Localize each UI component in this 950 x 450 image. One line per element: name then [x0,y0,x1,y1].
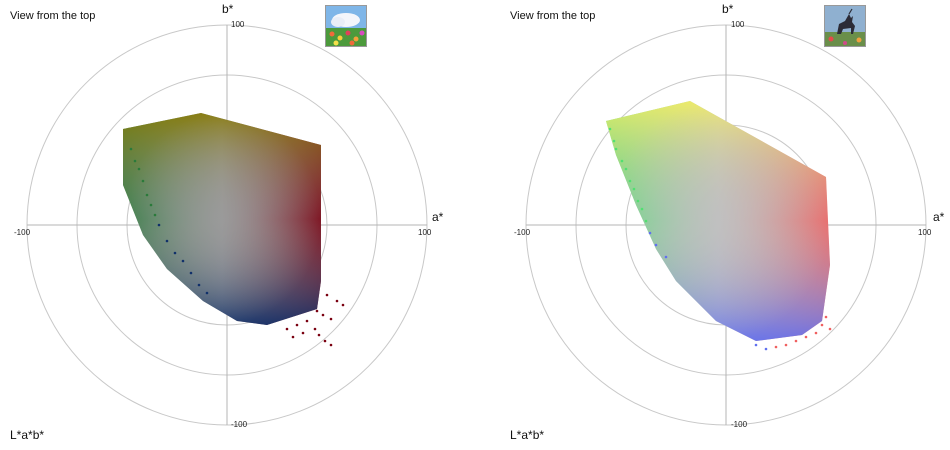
scatter-point [644,219,648,223]
scatter-point [329,343,333,347]
scatter-point [153,213,157,217]
scatter-point [754,343,758,347]
scatter-point [624,167,628,171]
color-space-label: L*a*b* [10,428,45,442]
tick-ymax: 100 [231,20,245,29]
scatter-point [323,339,327,343]
tick-ymin: -100 [731,420,748,429]
scatter-point [764,347,768,351]
scatter-point [654,243,658,247]
axis-label-a: a* [432,210,444,224]
scatter-point [181,259,185,263]
scatter-point [189,271,193,275]
scatter-point [828,327,832,331]
tick-xmax: 100 [418,228,432,237]
scatter-point [612,139,616,143]
scatter-point [804,335,808,339]
scatter-point [317,333,321,337]
scatter-point [608,127,612,131]
scatter-point [636,199,640,203]
scatter-point [335,299,339,303]
scatter-point [197,283,201,287]
scatter-point [774,345,778,349]
tick-ymax: 100 [731,20,745,29]
scatter-point [295,323,299,327]
tick-xmin: -100 [514,228,531,237]
panel-left: View from the top L*a*b* b* a* 100 -100 … [10,2,444,442]
scatter-point [157,223,161,227]
scatter-point [664,255,668,259]
tick-xmin: -100 [14,228,31,237]
scatter-point [620,159,624,163]
axis-label-b: b* [222,2,234,16]
panel-title: View from the top [10,10,96,22]
scatter-point [145,193,149,197]
scatter-point [149,203,153,207]
scatter-point [628,179,632,183]
scatter-point [640,207,644,211]
color-space-label: L*a*b* [510,428,545,442]
scatter-point [784,343,788,347]
scatter-point [129,147,133,151]
gamut-region-layer [123,113,321,325]
scatter-point [329,317,333,321]
tick-ymin: -100 [231,420,248,429]
scatter-point [305,319,309,323]
scatter-point [632,187,636,191]
scatter-point [301,331,305,335]
scatter-point [133,159,137,163]
scatter-point [814,331,818,335]
gamut-region-layer [606,101,830,341]
scatter-point [614,147,618,151]
flower-field-sky-icon [325,5,367,47]
tick-xmax: 100 [918,228,932,237]
scatter-point [141,179,145,183]
panel-right: View from the top L*a*b* b* a* 100 -100 … [475,0,950,450]
axis-label-b: b* [722,2,734,16]
scatter-point [325,293,329,297]
scatter-plot-left [26,24,428,426]
axis-label-a: a* [933,210,945,224]
scatter-point [313,327,317,331]
scatter-point [315,309,319,313]
scatter-point [341,303,345,307]
panel-title: View from the top [510,10,596,22]
scatter-point [321,313,325,317]
scatter-point [205,291,209,295]
scatter-point [824,315,828,319]
scatter-point [285,327,289,331]
scatter-plot-right [525,24,927,426]
scatter-point [820,323,824,327]
scatter-point [173,251,177,255]
scatter-point [291,335,295,339]
unicorn-statue-icon [824,5,866,47]
scatter-point [648,231,652,235]
scatter-point [137,167,141,171]
scatter-point [794,339,798,343]
scatter-point [165,239,169,243]
